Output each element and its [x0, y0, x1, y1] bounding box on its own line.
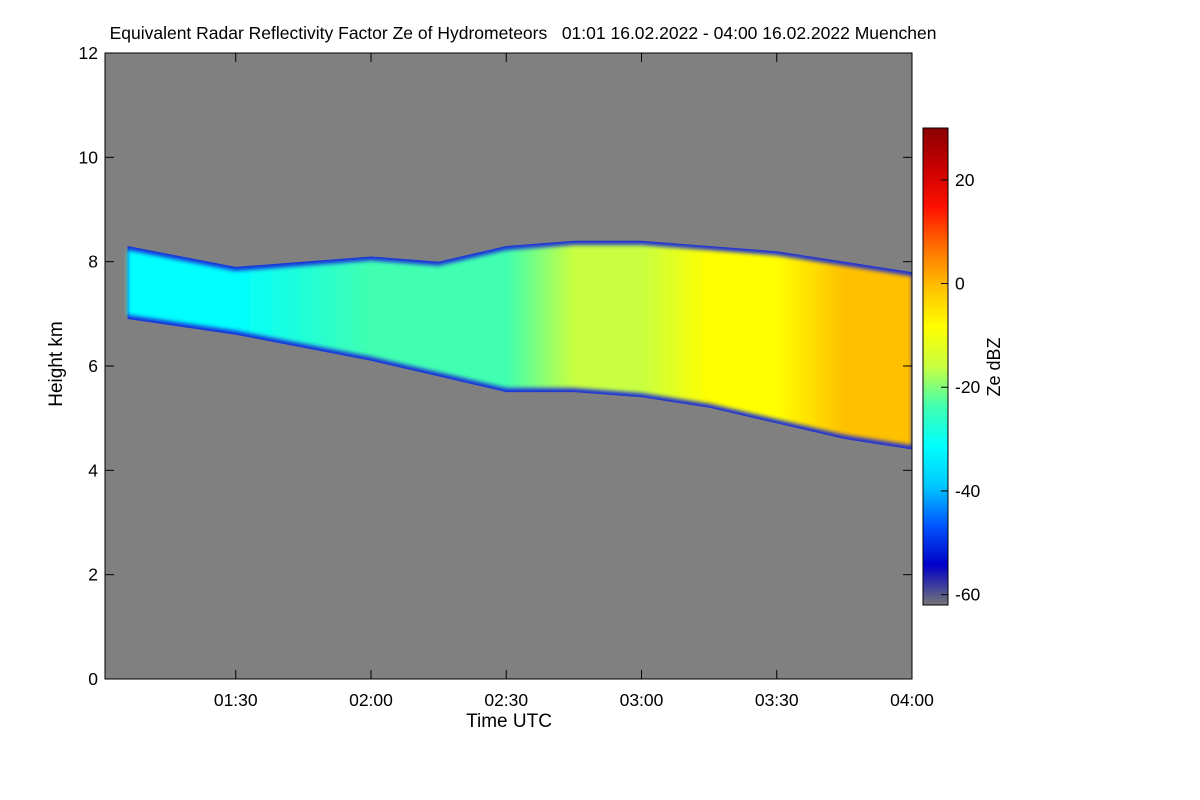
- colorbar-scale: [922, 127, 949, 606]
- cloud-body: [127, 244, 912, 446]
- colorbar-tick-label: 20: [955, 170, 975, 190]
- colorbar-ticks: -60 -40 -20 0 20: [941, 170, 981, 605]
- x-tick-label: 03:00: [620, 690, 664, 710]
- colorbar-label: Ze dBZ: [984, 337, 1004, 396]
- x-axis: 01:30 02:00 02:30 03:00 03:30 04:00: [214, 53, 934, 710]
- y-tick-label: 2: [88, 565, 98, 585]
- x-axis-label: Time UTC: [466, 711, 552, 732]
- colorbar-tick-label: -20: [955, 377, 981, 397]
- y-tick-label: 12: [79, 43, 98, 63]
- colorbar-tick-label: 0: [955, 274, 965, 294]
- colorbar: -60 -40 -20 0 20 Ze dBZ: [922, 127, 1004, 606]
- y-tick-label: 0: [88, 669, 98, 689]
- x-tick-label: 02:30: [484, 690, 528, 710]
- colorbar-tick-label: -60: [955, 585, 981, 605]
- y-tick-label: 8: [88, 252, 98, 272]
- y-axis-label: Height km: [46, 321, 67, 407]
- y-axis: 0 2 4 6 8 10 12: [79, 43, 912, 689]
- x-tick-label: 01:30: [214, 690, 258, 710]
- y-tick-label: 10: [79, 147, 99, 167]
- x-tick-label: 04:00: [890, 690, 934, 710]
- colorbar-tick-label: -40: [955, 481, 981, 501]
- y-tick-label: 6: [88, 356, 98, 376]
- x-tick-label: 03:30: [755, 690, 799, 710]
- x-tick-label: 02:00: [349, 690, 393, 710]
- y-tick-label: 4: [88, 460, 98, 480]
- chart-title: Equivalent Radar Reflectivity Factor Ze …: [110, 23, 937, 43]
- cloud-layer: [127, 240, 912, 450]
